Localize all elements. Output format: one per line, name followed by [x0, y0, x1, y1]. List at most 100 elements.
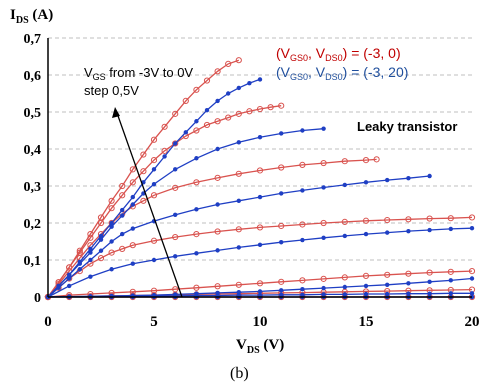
blue-dot-marker: [257, 77, 263, 82]
red-series-line: [47, 270, 473, 298]
red-open-marker: [193, 179, 200, 186]
red-open-marker: [172, 233, 179, 241]
red-open-marker: [373, 156, 380, 163]
blue-dot-marker: [109, 267, 114, 272]
red-open-marker: [129, 242, 136, 249]
blue-series-line: [47, 175, 430, 298]
blue-dot-marker: [321, 285, 326, 291]
red-open-marker: [299, 221, 306, 228]
blue-dot-marker: [194, 119, 199, 124]
blue-dot-marker: [363, 283, 369, 289]
x-tick-label: 0: [44, 314, 52, 330]
blue-dot-marker: [406, 291, 411, 296]
blue-dot-marker: [363, 180, 369, 185]
red-open-marker: [214, 283, 221, 290]
vgs-range-annotation: VGS from -3V to 0V: [84, 65, 193, 82]
red-open-marker: [193, 231, 200, 238]
red-open-marker: [150, 136, 158, 143]
blue-dot-marker: [130, 261, 135, 266]
y-tick-label: 0,3: [24, 180, 42, 195]
red-open-marker: [214, 118, 221, 125]
blue-dot-marker: [98, 237, 104, 242]
x-tick-label: 15: [359, 314, 374, 330]
vgs-direction-arrow: [116, 112, 183, 298]
blue-dot-marker: [279, 191, 284, 196]
blue-dot-marker: [469, 291, 475, 296]
red-open-marker: [256, 105, 264, 113]
y-tick-label: 0,1: [24, 254, 42, 269]
red-series-line: [47, 105, 282, 298]
red-open-marker: [447, 268, 454, 275]
blue-dot-marker: [342, 284, 347, 290]
blue-dot-marker: [173, 212, 178, 218]
red-open-marker: [203, 121, 211, 129]
blue-dot-marker: [88, 250, 93, 255]
red-open-marker: [256, 280, 264, 287]
blue-dot-marker: [342, 182, 347, 188]
red-open-marker: [235, 170, 242, 177]
red-open-marker: [129, 179, 136, 186]
red-open-marker: [341, 218, 348, 225]
blue-dot-marker: [385, 177, 390, 183]
red-open-marker: [172, 110, 179, 117]
red-open-marker: [320, 159, 327, 167]
red-open-marker: [225, 60, 232, 68]
red-open-marker: [426, 269, 433, 276]
red-open-marker: [278, 222, 285, 230]
red-open-marker: [256, 167, 264, 174]
red-open-marker: [267, 104, 274, 111]
red-open-marker: [161, 123, 168, 130]
blue-dot-marker: [448, 291, 453, 296]
red-open-marker: [235, 281, 242, 288]
blue-dot-marker: [109, 224, 114, 229]
red-series-line: [47, 158, 377, 298]
y-axis-title: IDS (A): [10, 7, 53, 26]
leaky-transistor-label: Leaky transistor: [357, 119, 457, 134]
y-tick-labels: 0 0,1 0,2 0,3 0,4 0,5 0,6 0,7: [24, 32, 42, 306]
red-open-marker: [150, 157, 158, 164]
blue-dot-marker: [342, 233, 347, 239]
red-open-marker: [150, 237, 158, 244]
blue-dot-marker: [77, 267, 83, 272]
x-tick-labels: 0 5 10 15 20: [44, 314, 479, 330]
red-open-marker: [214, 228, 221, 235]
red-open-marker: [235, 226, 242, 233]
red-open-marker: [87, 234, 94, 241]
red-open-marker: [225, 114, 232, 121]
blue-dot-marker: [236, 140, 241, 145]
y-axis-title-unit: (A): [29, 7, 54, 23]
blue-dot-marker: [406, 281, 411, 286]
red-open-marker: [362, 217, 370, 224]
red-open-marker: [108, 205, 115, 212]
blue-dot-marker: [67, 272, 72, 277]
red-open-marker: [140, 197, 147, 204]
red-open-marker: [150, 192, 158, 199]
blue-dot-marker: [363, 231, 369, 237]
blue-dot-marker: [321, 126, 326, 131]
vgs-step-annotation: step 0,5V: [84, 83, 139, 98]
blue-dot-marker: [236, 85, 241, 91]
blue-dot-marker: [321, 235, 326, 240]
blue-dot-marker: [257, 194, 263, 200]
red-open-marker: [203, 77, 211, 84]
blue-dot-marker: [300, 128, 305, 133]
red-open-marker: [235, 110, 242, 117]
red-open-marker: [362, 272, 370, 280]
x-tick-label: 20: [465, 314, 480, 330]
red-open-marker: [193, 86, 200, 93]
blue-dot-marker: [194, 207, 199, 212]
red-open-marker: [405, 216, 412, 223]
y-tick-label: 0,6: [24, 69, 42, 84]
blue-dot-marker: [130, 194, 135, 200]
x-axis-title-unit: (V): [260, 337, 285, 353]
red-open-marker: [299, 277, 306, 284]
blue-dot-marker: [151, 257, 157, 263]
blue-dot-marker: [257, 134, 263, 140]
blue-dot-marker: [226, 91, 231, 96]
y-tick-label: 0,5: [24, 106, 42, 121]
x-axis-title: VDS (V): [236, 337, 284, 356]
blue-dot-marker: [194, 156, 199, 161]
blue-series-line: [47, 128, 324, 298]
red-open-marker: [384, 216, 391, 224]
